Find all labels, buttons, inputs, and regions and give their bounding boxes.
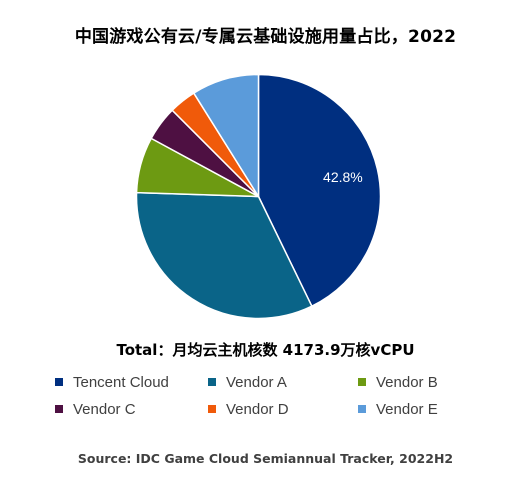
- legend-item-vendor-b: Vendor B: [358, 372, 495, 392]
- legend-swatch: [208, 405, 216, 413]
- legend-item-vendor-d: Vendor D: [208, 399, 358, 419]
- legend-label: Vendor B: [376, 373, 438, 391]
- legend-label: Vendor C: [73, 400, 136, 418]
- pie-slice-vendor-e: [193, 73, 260, 198]
- legend-label: Vendor E: [376, 400, 438, 418]
- legend-label: Tencent Cloud: [73, 373, 169, 391]
- legend-label: Vendor A: [226, 373, 287, 391]
- pie-slice-tencent-cloud: [257, 73, 382, 307]
- chart-title: 中国游戏公有云/专属云基础设施用量占比，2022: [74, 27, 457, 47]
- legend-label: Vendor D: [226, 400, 289, 418]
- legend-item-vendor-a: Vendor A: [208, 372, 358, 392]
- legend-swatch: [358, 405, 366, 413]
- chart-subtitle: Total：月均云主机核数 4173.9万核vCPU: [116, 341, 415, 359]
- legend-item-vendor-c: Vendor C: [55, 399, 208, 419]
- legend-swatch: [55, 378, 63, 386]
- legend-swatch: [208, 378, 216, 386]
- legend-item-tencent-cloud: Tencent Cloud: [55, 372, 208, 392]
- pie-slice-vendor-a: [135, 191, 313, 320]
- chart-source: Source: IDC Game Cloud Semiannual Tracke…: [77, 451, 454, 466]
- legend-swatch: [358, 378, 366, 386]
- chart-legend: Tencent Cloud Vendor A Vendor B Vendor C Ven…: [55, 372, 495, 419]
- legend-item-vendor-e: Vendor E: [358, 399, 495, 419]
- pie-data-label: 42.8%: [323, 169, 363, 185]
- legend-swatch: [55, 405, 63, 413]
